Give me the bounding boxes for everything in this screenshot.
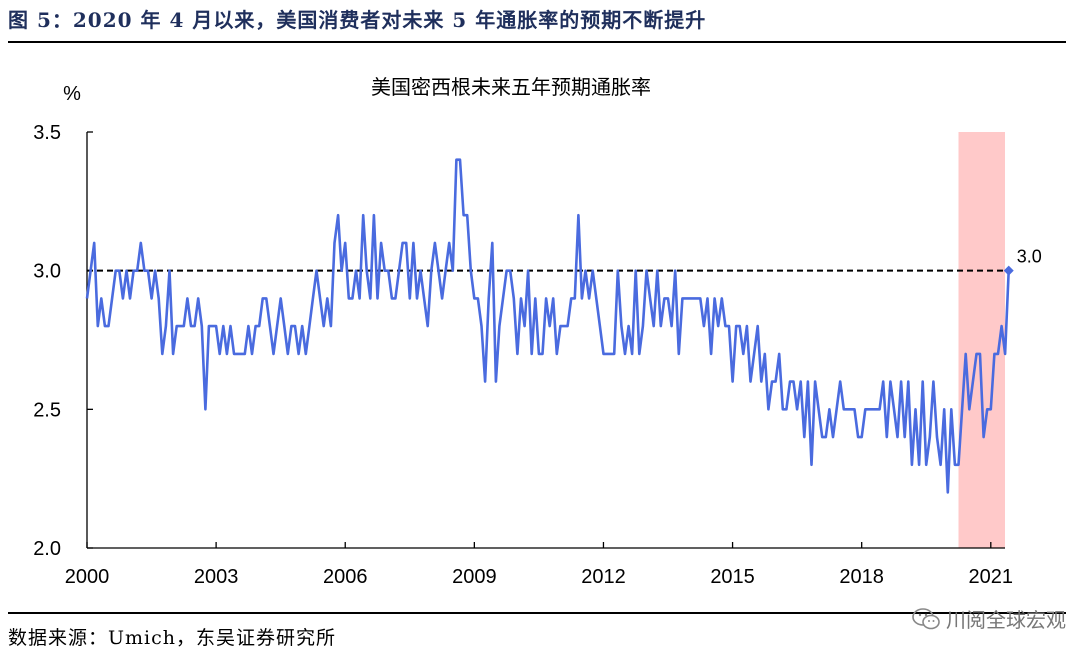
y-tick-label: 3.0 <box>33 261 61 283</box>
line-chart: 美国密西根未来五年预期通胀率 % 2.0 2.5 3.0 3.5 2000 2003 200… <box>33 76 1042 588</box>
source-note: 数据来源：Umich，东吴证券研究所 <box>8 627 336 649</box>
x-tick-label: 2015 <box>710 566 755 588</box>
y-tick-label: 2.0 <box>33 538 61 560</box>
x-tick-label: 2021 <box>969 566 1014 588</box>
watermark-text: 川阅全球宏观 <box>946 608 1066 632</box>
y-tick-label: 3.5 <box>33 122 61 144</box>
last-point-label: 3.0 <box>1017 247 1042 267</box>
x-tick-label: 2000 <box>65 566 110 588</box>
x-tick-label: 2003 <box>194 566 239 588</box>
bottom-rule <box>8 612 1066 614</box>
y-tick-label: 2.5 <box>33 399 61 421</box>
top-rule <box>8 41 1066 43</box>
x-tick-label: 2018 <box>839 566 884 588</box>
x-tick-label: 2006 <box>323 566 368 588</box>
series-line <box>85 158 1010 494</box>
figure-title: 图 5：2020 年 4 月以来，美国消费者对未来 5 年通胀率的预期不断提升 <box>8 8 707 32</box>
wechat-icon <box>912 607 940 629</box>
x-tick-label: 2009 <box>452 566 497 588</box>
x-tick-label: 2012 <box>581 566 626 588</box>
watermark: 川阅全球宏观 <box>912 604 1066 633</box>
last-point-marker <box>1003 265 1014 276</box>
highlight-region <box>958 132 1005 548</box>
y-axis-unit: % <box>63 83 81 105</box>
chart-title: 美国密西根未来五年预期通胀率 <box>371 76 651 99</box>
